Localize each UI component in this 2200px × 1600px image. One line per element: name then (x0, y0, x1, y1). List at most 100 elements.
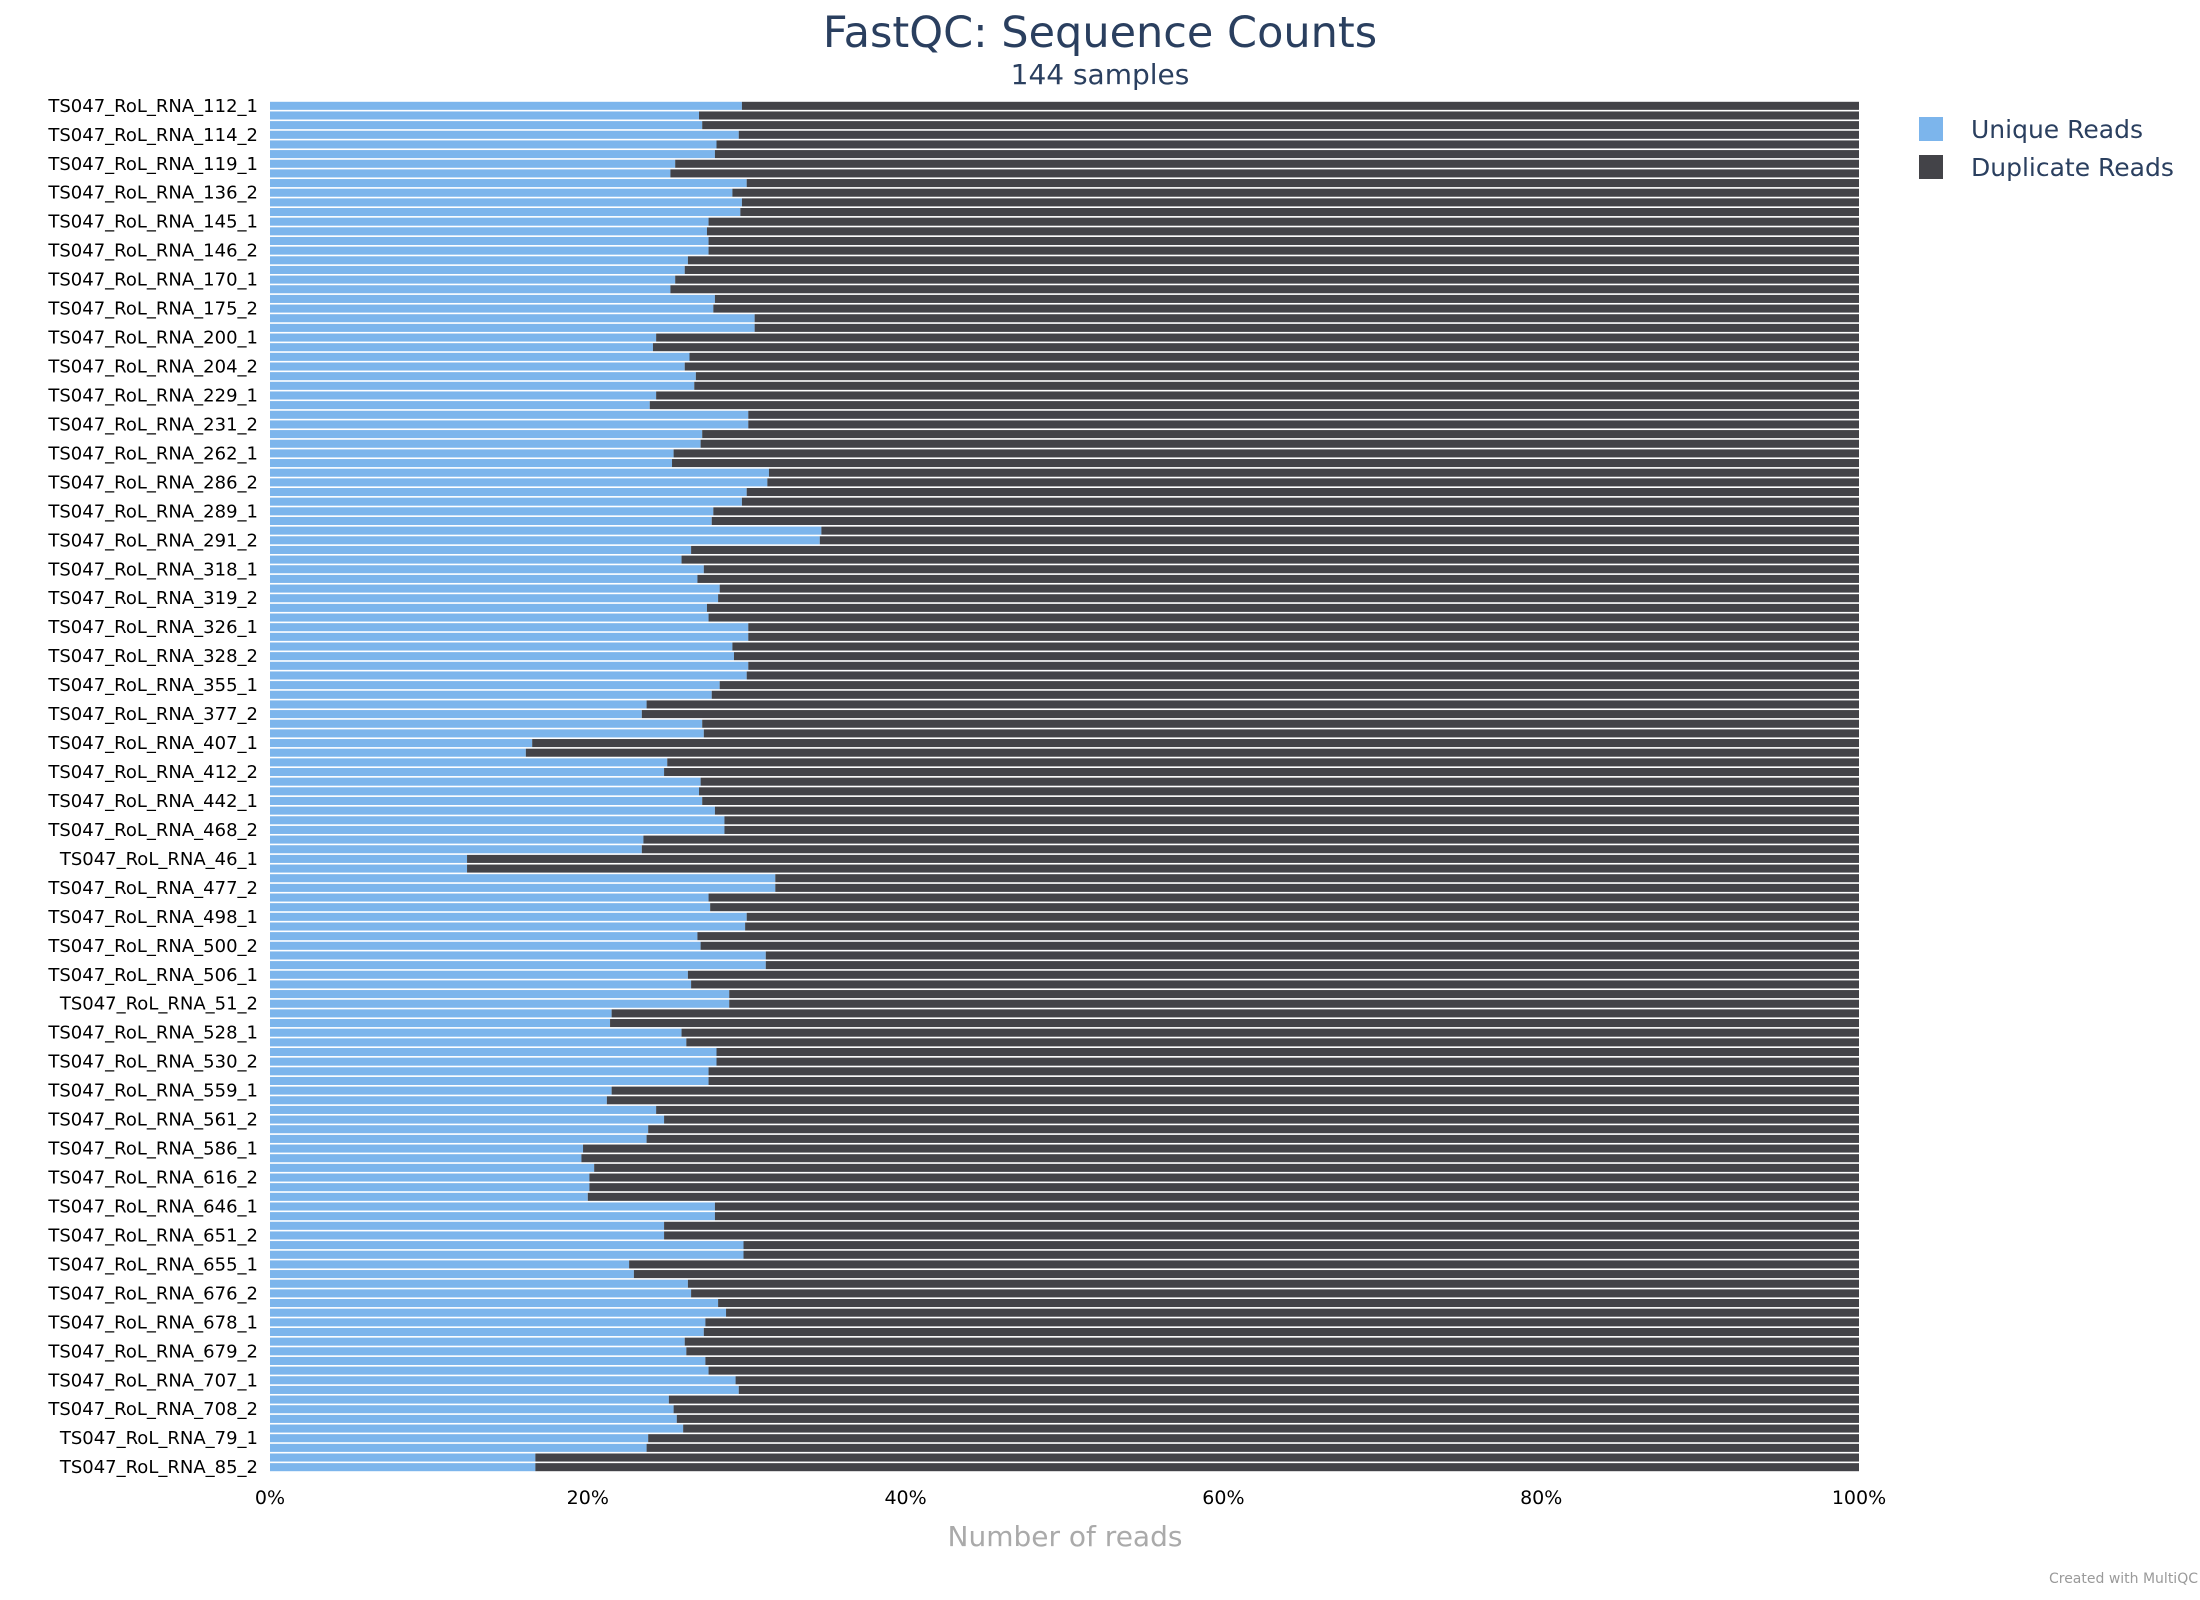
bar-duplicate-93[interactable] (729, 999, 1859, 1008)
bar-duplicate-34[interactable] (702, 430, 1860, 439)
bar-duplicate-136[interactable] (676, 1414, 1859, 1423)
bar-unique-55[interactable] (270, 632, 749, 641)
legend[interactable]: Unique Reads Duplicate Reads (1919, 115, 2174, 182)
bar-duplicate-137[interactable] (683, 1424, 1859, 1433)
bar-duplicate-90[interactable] (687, 970, 1860, 979)
bar-unique-24[interactable] (270, 333, 657, 342)
bar-duplicate-31[interactable] (649, 401, 1859, 410)
bar-unique-31[interactable] (270, 401, 650, 410)
bar-unique-10[interactable] (270, 198, 742, 207)
bar-unique-32[interactable] (270, 410, 749, 419)
bar-duplicate-138[interactable] (648, 1434, 1860, 1443)
bar-duplicate-119[interactable] (743, 1250, 1859, 1259)
bar-duplicate-22[interactable] (754, 314, 1859, 323)
bar-unique-84[interactable] (270, 912, 747, 921)
bar-unique-23[interactable] (270, 323, 755, 332)
bar-duplicate-101[interactable] (708, 1076, 1859, 1085)
bar-duplicate-116[interactable] (664, 1221, 1859, 1230)
bar-duplicate-42[interactable] (713, 507, 1859, 516)
bar-duplicate-9[interactable] (732, 188, 1859, 197)
bar-unique-79[interactable] (270, 864, 468, 873)
bar-unique-5[interactable] (270, 150, 715, 159)
bar-duplicate-20[interactable] (714, 294, 1860, 303)
bar-unique-33[interactable] (270, 420, 749, 429)
bar-unique-98[interactable] (270, 1047, 717, 1057)
bar-unique-2[interactable] (270, 121, 703, 130)
bar-unique-81[interactable] (270, 883, 776, 892)
bar-unique-139[interactable] (270, 1443, 647, 1452)
bar-duplicate-63[interactable] (641, 710, 1859, 719)
bar-duplicate-134[interactable] (668, 1395, 1859, 1404)
bar-unique-102[interactable] (270, 1086, 612, 1095)
bar-duplicate-58[interactable] (748, 661, 1859, 670)
bar-duplicate-12[interactable] (708, 217, 1859, 226)
bar-duplicate-84[interactable] (746, 912, 1860, 921)
bar-duplicate-111[interactable] (589, 1173, 1859, 1182)
bar-unique-88[interactable] (270, 951, 766, 960)
bar-unique-140[interactable] (270, 1453, 536, 1462)
bar-duplicate-118[interactable] (743, 1241, 1859, 1250)
bar-unique-128[interactable] (270, 1337, 685, 1346)
bar-duplicate-60[interactable] (719, 681, 1860, 690)
bar-duplicate-54[interactable] (748, 623, 1859, 632)
bar-unique-65[interactable] (270, 729, 704, 738)
bar-duplicate-77[interactable] (641, 845, 1859, 854)
bar-unique-77[interactable] (270, 845, 642, 854)
bar-unique-72[interactable] (270, 796, 703, 805)
bar-duplicate-30[interactable] (656, 391, 1859, 400)
bar-duplicate-76[interactable] (643, 835, 1860, 844)
bar-duplicate-15[interactable] (708, 246, 1859, 255)
bar-duplicate-110[interactable] (594, 1163, 1860, 1172)
bar-unique-46[interactable] (270, 545, 692, 554)
bar-unique-99[interactable] (270, 1057, 717, 1066)
bar-unique-101[interactable] (270, 1076, 709, 1085)
bar-unique-71[interactable] (270, 787, 700, 796)
bar-unique-39[interactable] (270, 478, 768, 487)
bar-unique-104[interactable] (270, 1105, 657, 1114)
bar-unique-25[interactable] (270, 343, 653, 352)
bar-unique-57[interactable] (270, 652, 734, 661)
bar-duplicate-44[interactable] (821, 526, 1859, 535)
bar-duplicate-47[interactable] (681, 555, 1859, 564)
bar-duplicate-62[interactable] (646, 700, 1859, 709)
bar-unique-96[interactable] (270, 1028, 682, 1037)
bar-duplicate-36[interactable] (673, 449, 1859, 458)
bar-unique-85[interactable] (270, 922, 746, 931)
bar-unique-21[interactable] (270, 304, 714, 313)
bar-duplicate-10[interactable] (741, 198, 1860, 207)
bar-unique-120[interactable] (270, 1260, 630, 1269)
bar-unique-117[interactable] (270, 1231, 665, 1240)
bar-duplicate-46[interactable] (691, 545, 1859, 554)
bar-duplicate-26[interactable] (689, 352, 1860, 361)
bar-unique-19[interactable] (270, 285, 671, 294)
bar-duplicate-97[interactable] (686, 1038, 1859, 1047)
bar-duplicate-68[interactable] (667, 758, 1859, 767)
bar-duplicate-100[interactable] (708, 1067, 1859, 1076)
bar-duplicate-16[interactable] (687, 256, 1860, 265)
bar-duplicate-27[interactable] (684, 362, 1859, 371)
bar-duplicate-109[interactable] (581, 1154, 1860, 1163)
bar-unique-30[interactable] (270, 391, 657, 400)
bar-unique-54[interactable] (270, 623, 749, 632)
bar-unique-134[interactable] (270, 1395, 669, 1404)
bar-duplicate-39[interactable] (767, 478, 1859, 487)
bar-unique-68[interactable] (270, 758, 668, 767)
bar-unique-100[interactable] (270, 1067, 709, 1076)
bar-unique-75[interactable] (270, 825, 725, 834)
bar-duplicate-129[interactable] (686, 1347, 1859, 1356)
bar-unique-1[interactable] (270, 111, 700, 120)
bar-unique-126[interactable] (270, 1318, 706, 1327)
bar-unique-108[interactable] (270, 1144, 584, 1153)
bar-unique-70[interactable] (270, 777, 701, 786)
bar-duplicate-0[interactable] (741, 101, 1860, 110)
bar-duplicate-139[interactable] (646, 1443, 1859, 1452)
bar-unique-91[interactable] (270, 980, 692, 989)
bar-unique-0[interactable] (270, 101, 742, 110)
bar-duplicate-48[interactable] (703, 565, 1859, 574)
bar-unique-13[interactable] (270, 227, 707, 236)
bar-unique-106[interactable] (270, 1125, 649, 1134)
bar-unique-90[interactable] (270, 970, 688, 979)
bar-duplicate-28[interactable] (695, 372, 1859, 381)
bar-unique-138[interactable] (270, 1434, 649, 1443)
bar-duplicate-24[interactable] (656, 333, 1859, 342)
